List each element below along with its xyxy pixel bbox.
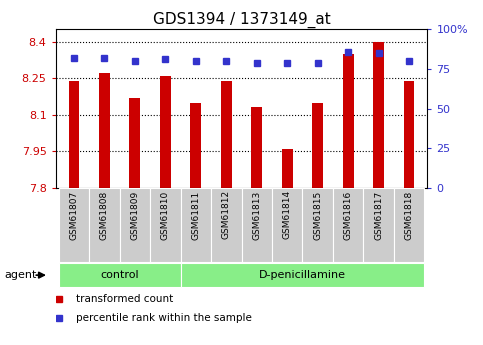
Text: control: control [100, 270, 139, 280]
Bar [343, 54, 354, 188]
Bar [120, 188, 150, 262]
Bar [333, 188, 363, 262]
Bar [272, 188, 302, 262]
Bar [373, 41, 384, 188]
Text: GSM61810: GSM61810 [161, 190, 170, 239]
Text: transformed count: transformed count [76, 294, 173, 304]
Bar [99, 73, 110, 188]
Bar [129, 98, 140, 188]
Text: GSM61811: GSM61811 [191, 190, 200, 239]
Text: agent: agent [4, 270, 37, 280]
Bar [58, 264, 181, 287]
Bar [252, 107, 262, 188]
Title: GDS1394 / 1373149_at: GDS1394 / 1373149_at [153, 12, 330, 28]
Text: GSM61813: GSM61813 [252, 190, 261, 239]
Text: GSM61816: GSM61816 [344, 190, 353, 239]
Bar [181, 188, 211, 262]
Bar [302, 188, 333, 262]
Text: percentile rank within the sample: percentile rank within the sample [76, 314, 252, 323]
Bar [150, 188, 181, 262]
Bar [313, 102, 323, 188]
Text: GSM61812: GSM61812 [222, 190, 231, 239]
Text: GSM61809: GSM61809 [130, 190, 139, 239]
Bar [160, 76, 170, 188]
Text: GSM61808: GSM61808 [100, 190, 109, 239]
Bar [211, 188, 242, 262]
Text: GSM61814: GSM61814 [283, 190, 292, 239]
Bar [69, 81, 79, 188]
Bar [190, 102, 201, 188]
Bar [363, 188, 394, 262]
Bar [282, 149, 293, 188]
Bar [58, 188, 89, 262]
Bar [404, 81, 414, 188]
Bar [181, 264, 425, 287]
Bar [89, 188, 120, 262]
Text: GSM61815: GSM61815 [313, 190, 322, 239]
Text: GSM61817: GSM61817 [374, 190, 383, 239]
Bar [394, 188, 425, 262]
Text: GSM61818: GSM61818 [405, 190, 413, 239]
Bar [242, 188, 272, 262]
Text: D-penicillamine: D-penicillamine [259, 270, 346, 280]
Bar [221, 81, 231, 188]
Text: GSM61807: GSM61807 [70, 190, 78, 239]
